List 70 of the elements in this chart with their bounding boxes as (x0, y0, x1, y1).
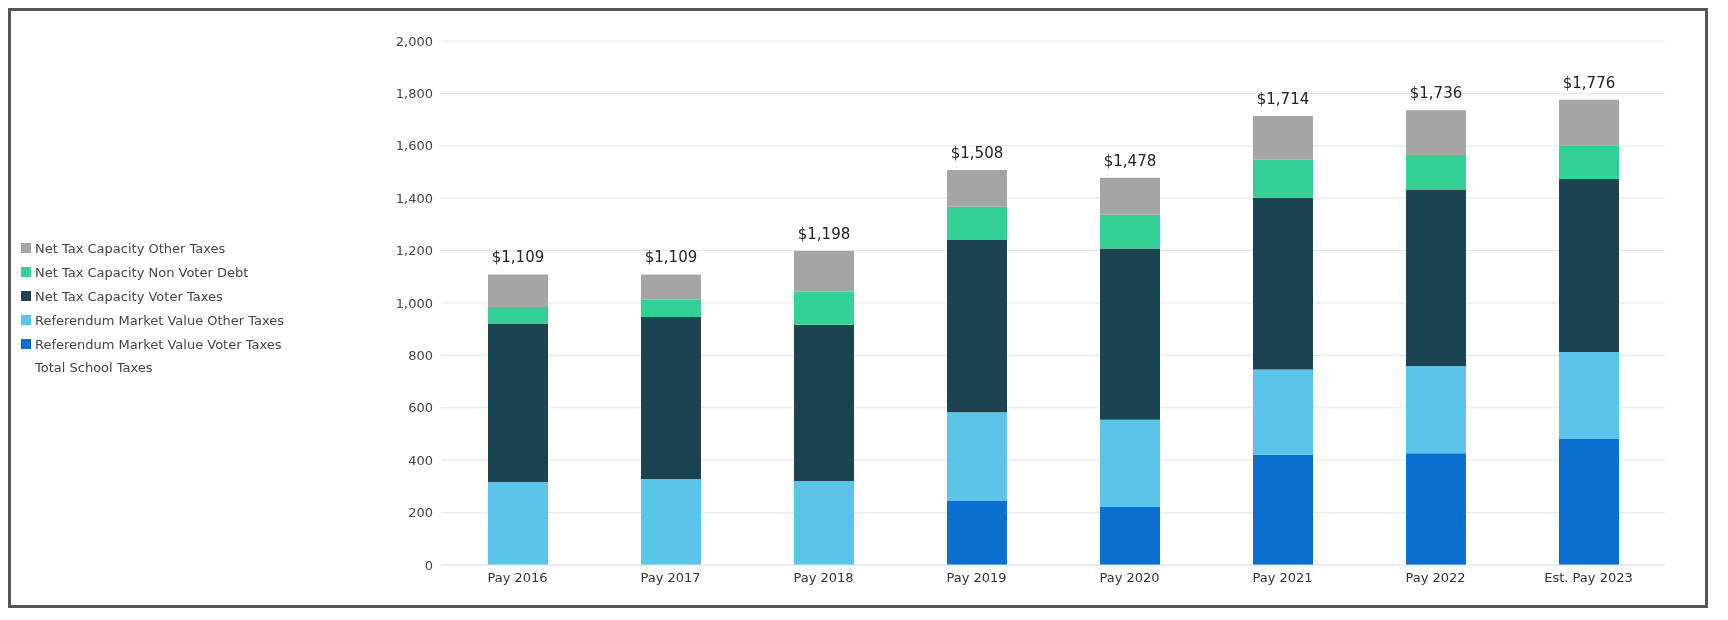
bar (1253, 197, 1313, 370)
y-tick-label: 200 (408, 505, 433, 521)
bar (1100, 248, 1160, 420)
legend-label: Net Tax Capacity Non Voter Debt (35, 264, 249, 280)
y-tick-label: 1,200 (395, 243, 433, 259)
bar (947, 169, 1007, 207)
x-tick-label: Pay 2022 (1405, 570, 1466, 586)
legend-label: Net Tax Capacity Voter Taxes (35, 288, 223, 304)
bar (947, 500, 1007, 565)
y-tick-label: 1,400 (395, 190, 433, 206)
bar (947, 240, 1007, 413)
y-tick-label: 1,800 (395, 86, 433, 102)
bar (794, 291, 854, 325)
bar (1559, 351, 1619, 439)
bar (794, 480, 854, 565)
bar (488, 274, 548, 307)
bar (1253, 159, 1313, 198)
x-tick-label: Est. Pay 2023 (1544, 570, 1633, 586)
total-label: $1,109 (644, 248, 698, 267)
bar (947, 412, 1007, 501)
bar (1406, 365, 1466, 454)
x-tick-label: Pay 2020 (1099, 570, 1160, 586)
x-tick-label: Pay 2019 (946, 570, 1007, 586)
total-label: $1,478 (1103, 151, 1157, 170)
x-tick-label: Pay 2016 (487, 570, 548, 586)
bar (1559, 438, 1619, 565)
bar (1559, 99, 1619, 146)
bar (1100, 507, 1160, 565)
bar (641, 299, 701, 317)
total-label: $1,508 (950, 143, 1004, 162)
bar (1253, 454, 1313, 565)
total-label: $1,736 (1409, 84, 1463, 103)
bar (794, 324, 854, 481)
y-tick-label: 2,000 (395, 33, 433, 49)
bar (947, 206, 1007, 241)
y-tick-label: 600 (408, 400, 433, 416)
y-tick-label: 800 (408, 348, 433, 364)
bar (1406, 190, 1466, 366)
total-label: $1,714 (1256, 89, 1310, 108)
bar (641, 479, 701, 565)
x-tick-label: Pay 2021 (1252, 570, 1313, 586)
x-tick-label: Pay 2017 (640, 570, 701, 586)
total-label: $1,198 (797, 225, 851, 244)
y-tick-label: 1,000 (395, 295, 433, 311)
legend-label: Referendum Market Value Other Taxes (35, 312, 285, 328)
legend-label: Referendum Market Value Voter Taxes (35, 336, 282, 352)
x-tick-label: Pay 2018 (793, 570, 854, 586)
y-tick-label: 0 (424, 557, 433, 573)
bar (1253, 115, 1313, 160)
legend-label: Net Tax Capacity Other Taxes (35, 240, 226, 256)
total-label: $1,109 (491, 248, 545, 267)
bar (488, 323, 548, 482)
bar (1100, 214, 1160, 249)
bar (1406, 154, 1466, 191)
total-label: $1,776 (1562, 73, 1616, 92)
text: Total School Taxes (34, 359, 154, 377)
bar (1406, 453, 1466, 565)
bar (488, 481, 548, 565)
bar (794, 251, 854, 292)
bar (1406, 110, 1466, 155)
bar (1559, 179, 1619, 352)
y-tick-label: 1,600 (395, 138, 433, 154)
bar (641, 274, 701, 300)
bar (1559, 145, 1619, 180)
bar (1100, 177, 1160, 215)
bar (1100, 419, 1160, 508)
bar (1253, 369, 1313, 455)
bar (641, 316, 701, 480)
bar (488, 306, 548, 324)
y-tick-label: 400 (408, 452, 433, 468)
